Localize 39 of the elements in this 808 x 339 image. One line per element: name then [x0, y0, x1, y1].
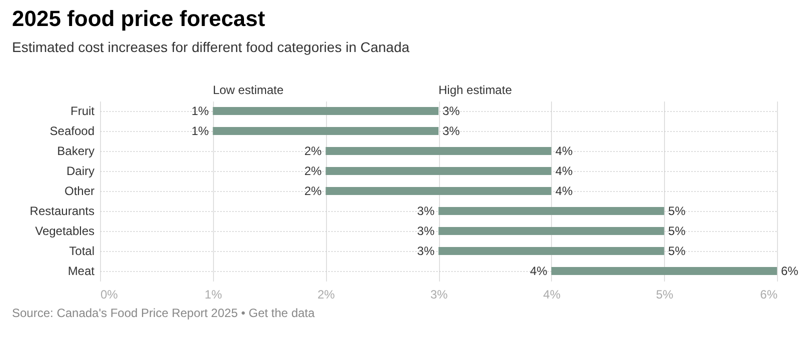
y-tick-label: Other: [64, 184, 94, 198]
y-tick-label: Dairy: [66, 164, 94, 178]
annotation: 5%: [668, 224, 686, 238]
y-tick-label: Meat: [68, 264, 96, 278]
annotation: 3%: [442, 124, 460, 138]
annotation: 3%: [417, 224, 435, 238]
x-tick-label: 4%: [543, 288, 561, 302]
x-tick-label: 3%: [430, 288, 448, 302]
x-tick-label: 0%: [100, 288, 118, 302]
annotation: 1%: [191, 124, 210, 138]
annotation: 3%: [417, 204, 435, 218]
annotation: 2%: [304, 164, 322, 178]
text: Low estimate: [212, 83, 284, 97]
y-tick-label: Fruit: [70, 104, 96, 118]
annotation: 6%: [781, 264, 799, 278]
annotation: 4%: [555, 144, 574, 158]
y-tick-label: Seafood: [50, 124, 94, 138]
chart-title: 2025 food price forecast: [12, 6, 266, 31]
y-tick-label: Vegetables: [35, 224, 94, 238]
annotation: 2%: [304, 144, 322, 158]
chart-subtitle: Estimated cost increases for different food categories in Canada: [12, 39, 410, 55]
annotation: 5%: [668, 244, 686, 258]
x-tick-label: 2%: [317, 288, 336, 302]
x-tick-label: 5%: [656, 288, 674, 302]
x-tick-label: 1%: [204, 288, 222, 302]
y-tick-label: Bakery: [57, 144, 94, 158]
source-note: Source: Canada's Food Price Report 2025 • Get the data: [12, 306, 316, 320]
annotation: 5%: [668, 204, 686, 218]
annotation: 3%: [417, 244, 435, 258]
y-tick-label: Total: [69, 244, 94, 258]
annotation: 4%: [555, 184, 574, 198]
text: High estimate: [438, 83, 512, 97]
annotation: 2%: [304, 184, 322, 198]
annotation: 1%: [191, 104, 210, 118]
y-tick-label: Restaurants: [30, 204, 94, 218]
x-tick-label: 6%: [760, 288, 778, 302]
annotation: 4%: [530, 264, 548, 278]
annotation: 4%: [555, 164, 574, 178]
annotation: 3%: [442, 104, 460, 118]
